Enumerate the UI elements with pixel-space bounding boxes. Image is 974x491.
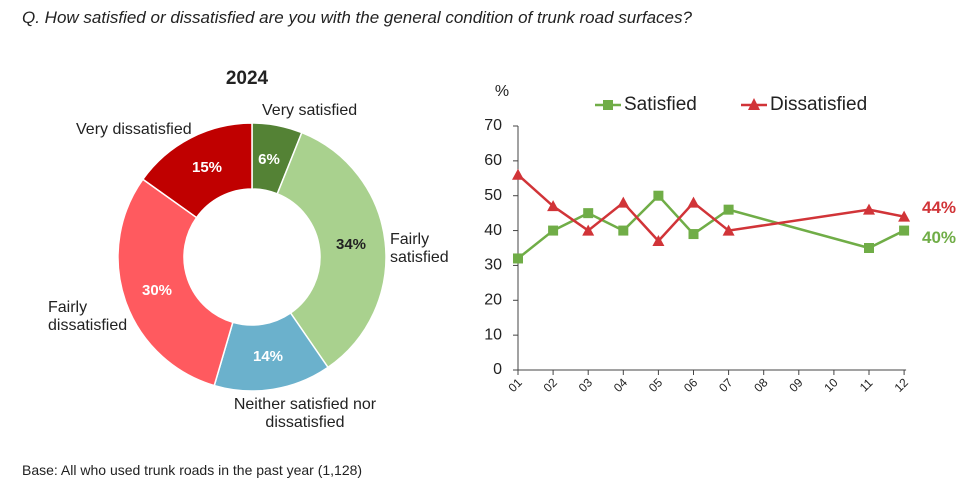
y-tick-label: 0 (493, 361, 502, 378)
question-text: Q. How satisfied or dissatisfied are you… (22, 8, 692, 27)
y-tick-label: 40 (484, 222, 502, 239)
x-tick-label: 02 (541, 375, 561, 395)
x-tick-label: 10 (821, 375, 841, 395)
point-marker (653, 190, 664, 201)
point-marker (899, 225, 910, 236)
slice-value-label: 14% (253, 348, 283, 365)
y-tick-label: 60 (484, 152, 502, 169)
slice-category-label: Fairly (48, 299, 87, 316)
point-marker (687, 196, 700, 208)
point-marker (618, 225, 629, 236)
slice-value-label: 15% (192, 159, 222, 176)
x-tick-label: 09 (786, 375, 806, 395)
point-marker (898, 210, 911, 222)
slice-value-label: 34% (336, 236, 366, 253)
point-marker (864, 243, 874, 253)
slice-category-label: dissatisfied (48, 317, 127, 334)
y-axis-label: % (495, 83, 509, 100)
y-tick-label: 30 (484, 257, 502, 274)
slice-category-label: dissatisfied (265, 414, 344, 431)
point-marker (688, 229, 699, 240)
slice-value-label: 30% (142, 282, 172, 299)
x-tick-label: 01 (505, 375, 525, 395)
series-end-label: 40% (922, 228, 956, 247)
series-line-dissatisfied (517, 173, 905, 243)
y-tick-label: 20 (484, 292, 502, 309)
x-tick-label: 04 (611, 375, 631, 395)
slice-category-label: satisfied (390, 249, 449, 266)
x-tick-label: 07 (716, 375, 736, 395)
slice-category-label: Fairly (390, 231, 429, 248)
base-note: Base: All who used trunk roads in the pa… (22, 462, 363, 478)
point-marker (652, 235, 665, 247)
point-marker (582, 224, 595, 236)
x-tick-label: 12 (892, 375, 912, 395)
point-marker (513, 253, 523, 264)
slice-category-label: Neither satisfied nor (234, 396, 377, 413)
point-marker (863, 203, 875, 215)
point-marker (617, 196, 630, 208)
slice-category-label: Very dissatisfied (76, 121, 192, 138)
point-marker (722, 224, 735, 236)
legend-marker (748, 98, 760, 110)
legend-label: Dissatisfied (770, 94, 867, 115)
y-tick-label: 10 (484, 326, 502, 343)
point-marker (512, 168, 524, 180)
x-tick-label: 06 (681, 375, 701, 395)
series-line-satisfied (517, 193, 905, 260)
donut-slice-1 (276, 131, 387, 369)
donut-slice-4 (141, 122, 253, 219)
slice-category-label: Very satisfied (262, 102, 357, 119)
donut-slice-3 (117, 178, 234, 387)
x-tick-label: 05 (646, 375, 666, 395)
series-end-label: 44% (922, 198, 956, 217)
y-tick-label: 50 (484, 187, 502, 204)
legend-label: Satisfied (624, 94, 697, 115)
line-chart: 0 10 20 30 40 50 60 70% 01 02 03 04 05 06 07 08 09 10 11 12… (484, 83, 956, 395)
point-marker (583, 208, 594, 219)
slice-value-label: 6% (258, 151, 280, 168)
legend-marker (603, 100, 613, 110)
donut-title: 2024 (226, 68, 269, 89)
point-marker (723, 204, 734, 215)
x-tick-label: 11 (857, 376, 876, 395)
x-tick-label: 08 (751, 375, 771, 395)
point-marker (547, 200, 560, 212)
y-tick-label: 70 (484, 117, 502, 134)
x-tick-label: 03 (576, 375, 596, 395)
point-marker (548, 225, 559, 236)
